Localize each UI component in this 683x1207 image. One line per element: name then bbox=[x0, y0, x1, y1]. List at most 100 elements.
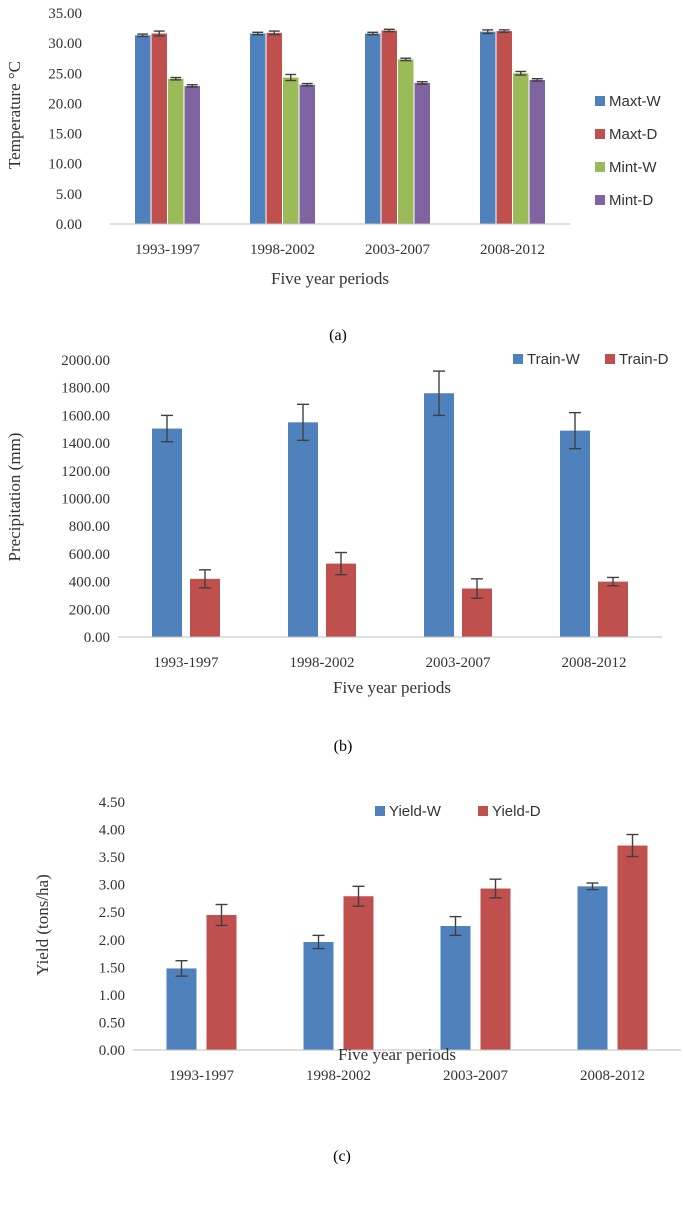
chart-a-bars bbox=[135, 30, 545, 225]
chart-a-bar-mint-w-1993-1997 bbox=[168, 78, 184, 224]
chart-a-y-axis-title: Temperature °C bbox=[5, 61, 24, 169]
chart-a-bar-maxt-w-1993-1997 bbox=[135, 35, 151, 225]
chart-a-bar-mint-w-2003-2007 bbox=[398, 59, 414, 224]
chart-c-error-bars bbox=[175, 833, 639, 977]
chart-c-y-tick-label: 1.00 bbox=[99, 988, 125, 1004]
chart-a-legend-swatch bbox=[595, 162, 605, 172]
chart-b-y-tick-label: 2000.00 bbox=[61, 353, 110, 369]
chart-b-y-ticks: 0.00 200.00 400.00 600.00 800.00 1000.00 1200.… bbox=[61, 353, 110, 646]
chart-b-panel-label: (b) bbox=[334, 738, 353, 755]
chart-a-legend-label: Maxt-W bbox=[609, 93, 662, 110]
chart-a-panel-label: (a) bbox=[329, 327, 347, 344]
chart-c-bar-yield-w-2008-2012 bbox=[577, 886, 608, 1050]
chart-a-x-tick-label: 2008-2012 bbox=[480, 242, 545, 258]
chart-c-y-tick-label: 3.00 bbox=[99, 878, 125, 894]
chart-c-error-bar bbox=[586, 882, 599, 891]
chart-a-legend-label: Mint-D bbox=[609, 192, 653, 209]
chart-a-error-bar bbox=[515, 70, 527, 76]
chart-a-legend-label: Mint-W bbox=[609, 159, 657, 176]
chart-a-legend-swatch bbox=[595, 96, 605, 106]
chart-c-y-tick-label: 0.50 bbox=[99, 1015, 125, 1031]
chart-b-legend-item: Train-D bbox=[605, 351, 669, 368]
chart-b-legend: Train-W Train-D bbox=[513, 351, 669, 368]
chart-b-x-tick-label: 1998-2002 bbox=[290, 655, 355, 671]
chart-c-y-ticks: 0.00 0.50 1.00 1.50 2.00 2.50 3.00 3.50 4.00 4.50 bbox=[99, 795, 125, 1059]
chart-c-legend-swatch bbox=[375, 806, 385, 816]
chart-b-error-bar bbox=[569, 411, 581, 450]
chart-a-legend-label: Maxt-D bbox=[609, 126, 658, 143]
chart-a-bar-maxt-w-2008-2012 bbox=[480, 31, 496, 225]
chart-a: 0.00 5.00 10.00 15.00 20.00 25.00 30.00 35.00 1… bbox=[5, 6, 662, 344]
chart-b-y-tick-label: 600.00 bbox=[69, 547, 110, 563]
chart-a-bar-mint-d-2003-2007 bbox=[414, 82, 430, 224]
chart-c-error-bar bbox=[312, 934, 325, 950]
chart-a-legend-item: Maxt-W bbox=[595, 93, 662, 110]
chart-b-error-bar bbox=[161, 414, 173, 443]
chart-a-x-tick-label: 1998-2002 bbox=[250, 242, 315, 258]
chart-a-legend-item: Mint-D bbox=[595, 192, 653, 209]
chart-a-error-bar bbox=[285, 73, 297, 82]
chart-a-x-axis-title: Five year periods bbox=[271, 269, 389, 288]
chart-a-error-bar bbox=[137, 33, 149, 38]
chart-a-x-tick-label: 1993-1997 bbox=[135, 242, 200, 258]
chart-c-x-tick-label: 1993-1997 bbox=[169, 1068, 234, 1084]
chart-a-y-tick-label: 10.00 bbox=[48, 157, 82, 173]
chart-b-bar-train-d-2008-2012 bbox=[598, 581, 628, 637]
chart-a-y-tick-label: 0.00 bbox=[56, 217, 82, 233]
chart-b-legend-label: Train-D bbox=[619, 351, 669, 368]
chart-c-x-axis-title: Five year periods bbox=[338, 1045, 456, 1064]
chart-a-error-bar bbox=[170, 76, 182, 81]
chart-c-y-tick-label: 4.50 bbox=[99, 795, 125, 811]
chart-c-error-bar bbox=[489, 878, 502, 899]
chart-a-error-bar bbox=[268, 30, 280, 36]
chart-c-panel-label: (c) bbox=[333, 1148, 351, 1165]
chart-a-error-bar bbox=[482, 29, 494, 35]
chart-c-bar-yield-d-2008-2012 bbox=[617, 845, 648, 1050]
chart-a-y-tick-label: 30.00 bbox=[48, 36, 82, 52]
chart-b-y-tick-label: 1200.00 bbox=[61, 464, 110, 480]
chart-a-error-bar bbox=[498, 29, 510, 33]
chart-a-legend-item: Mint-W bbox=[595, 159, 657, 176]
chart-c: 0.00 0.50 1.00 1.50 2.00 2.50 3.00 3.50 4.00 4.50… bbox=[33, 795, 681, 1165]
chart-c-error-bar bbox=[626, 833, 639, 858]
chart-a-bar-mint-w-2008-2012 bbox=[513, 73, 529, 225]
chart-c-y-tick-label: 1.50 bbox=[99, 960, 125, 976]
chart-b-y-tick-label: 0.00 bbox=[84, 630, 110, 646]
chart-c-bar-yield-w-1998-2002 bbox=[303, 941, 334, 1050]
chart-c-bar-yield-d-1993-1997 bbox=[206, 914, 237, 1050]
chart-a-error-bar bbox=[400, 57, 412, 62]
chart-c-legend-item: Yield-W bbox=[375, 803, 442, 820]
chart-c-error-bar bbox=[352, 885, 365, 907]
chart-b-y-tick-label: 400.00 bbox=[69, 575, 110, 591]
chart-a-error-bars bbox=[137, 28, 543, 88]
chart-c-y-tick-label: 3.50 bbox=[99, 850, 125, 866]
chart-a-y-tick-label: 35.00 bbox=[48, 6, 82, 22]
chart-a-error-bar bbox=[153, 30, 165, 37]
chart-b-bar-train-w-1998-2002 bbox=[288, 422, 318, 637]
chart-b-legend-swatch bbox=[513, 354, 523, 364]
chart-b-y-tick-label: 800.00 bbox=[69, 519, 110, 535]
chart-b-x-tick-label: 2003-2007 bbox=[426, 655, 491, 671]
chart-a-legend-item: Maxt-D bbox=[595, 126, 658, 143]
chart-b-bar-train-d-1998-2002 bbox=[326, 563, 356, 637]
chart-b-bar-train-w-2003-2007 bbox=[424, 393, 454, 637]
chart-a-error-bar bbox=[531, 78, 543, 82]
chart-a-bar-mint-d-2008-2012 bbox=[529, 79, 545, 224]
chart-a-error-bar bbox=[383, 28, 395, 33]
chart-a-y-ticks: 0.00 5.00 10.00 15.00 20.00 25.00 30.00 35.00 bbox=[48, 6, 82, 233]
chart-b-x-axis-title: Five year periods bbox=[333, 678, 451, 697]
chart-a-bar-maxt-w-2003-2007 bbox=[365, 33, 381, 224]
chart-b-legend-label: Train-W bbox=[527, 351, 581, 368]
chart-a-bar-maxt-d-2008-2012 bbox=[496, 31, 512, 225]
chart-b: 0.00 200.00 400.00 600.00 800.00 1000.00 1200.… bbox=[5, 351, 669, 755]
chart-a-bar-mint-d-1993-1997 bbox=[184, 85, 200, 225]
chart-a-error-bar bbox=[367, 31, 379, 36]
chart-b-bars bbox=[152, 393, 628, 637]
chart-c-legend-swatch bbox=[478, 806, 488, 816]
chart-c-legend: Yield-W Yield-D bbox=[375, 803, 541, 820]
chart-c-bar-yield-w-1993-1997 bbox=[166, 968, 197, 1050]
chart-b-error-bars bbox=[161, 370, 619, 599]
chart-c-bars bbox=[166, 845, 648, 1050]
chart-b-y-tick-label: 200.00 bbox=[69, 602, 110, 618]
